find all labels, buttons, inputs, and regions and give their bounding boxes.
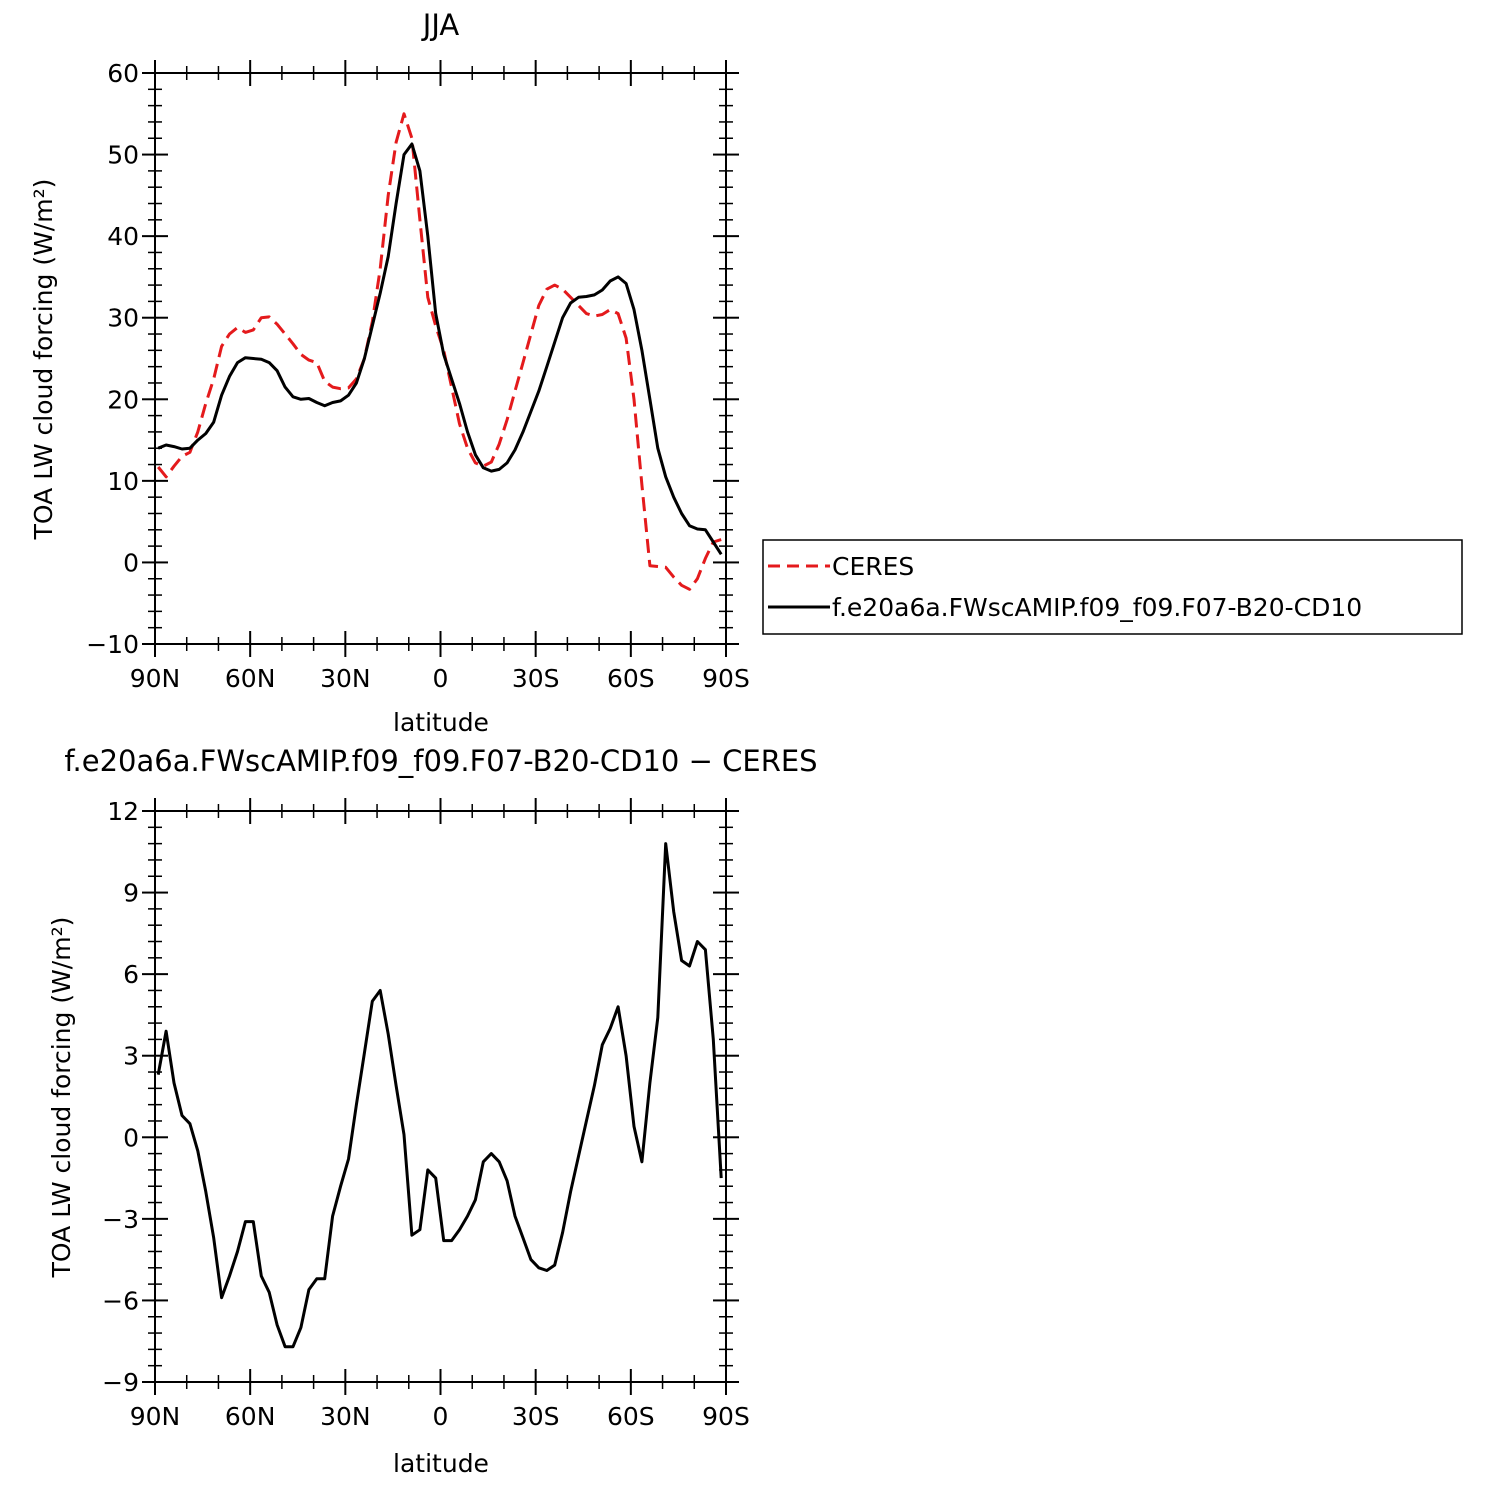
x-axis-title: latitude [393,708,489,737]
x-tick-label: 90N [130,1402,181,1431]
y-axis-title: TOA LW cloud forcing (W/m²) [47,917,76,1279]
y-tick-label: 0 [123,548,139,577]
x-tick-label: 60N [225,664,276,693]
y-tick-label: 30 [107,304,139,333]
plot-frame [154,810,727,1383]
legend-label-ceres: CERES [832,552,914,581]
top-chart: JJA TOA LW cloud forcing (W/m²) latitude… [29,8,750,737]
legend-box [762,539,1463,635]
y-tick-label: 6 [123,960,139,989]
y-tick-label: −9 [102,1368,139,1397]
x-tick-label: 90S [702,1402,750,1431]
legend: CERES f.e20a6a.FWscAMIP.f09_f09.F07-B20-… [762,539,1463,635]
bottom-chart: f.e20a6a.FWscAMIP.f09_f09.F07-B20-CD10 −… [47,744,818,1478]
x-tick-label: 0 [433,664,449,693]
x-tick-label: 30S [512,664,560,693]
data-lines [156,842,723,1349]
y-tick-label: 40 [107,222,139,251]
plot-frame [154,72,727,645]
x-tick-label: 90S [702,664,750,693]
y-tick-label: 12 [107,797,139,826]
y-tick-label: 0 [123,1123,139,1152]
x-tick-label: 60S [607,1402,655,1431]
x-tick-label: 90N [130,664,181,693]
series-line-1 [157,142,723,556]
y-tick-label: 3 [123,1042,139,1071]
x-tick-label: 60S [607,664,655,693]
x-tick-label: 30N [320,1402,371,1431]
x-tick-label: 30S [512,1402,560,1431]
y-tick-label: 10 [107,467,139,496]
axes-ticks: −9 −6 −3 0 3 6 9 12 90N 60N 30N 0 30S 60S 90S [102,797,750,1431]
y-tick-label: 9 [123,879,139,908]
chart-title: f.e20a6a.FWscAMIP.f09_f09.F07-B20-CD10 −… [64,744,817,778]
x-tick-label: 60N [225,1402,276,1431]
y-tick-label: −10 [86,630,139,659]
chart-title: JJA [421,8,460,42]
x-tick-label: 30N [320,664,371,693]
y-tick-label: 20 [107,385,139,414]
x-tick-label: 0 [433,1402,449,1431]
y-tick-label: −6 [102,1286,139,1315]
series-line-0 [157,112,722,591]
series-line-0 [156,842,723,1349]
x-axis-title: latitude [393,1449,489,1478]
y-tick-label: −3 [102,1205,139,1234]
data-lines [157,112,723,591]
legend-label-model: f.e20a6a.FWscAMIP.f09_f09.F07-B20-CD10 [832,593,1362,622]
y-tick-label: 60 [107,59,139,88]
axes-ticks: −10 0 10 20 30 40 50 60 90N 60N 30N 0 30S 60S 90S [86,59,750,693]
y-tick-label: 50 [107,141,139,170]
y-axis-title: TOA LW cloud forcing (W/m²) [29,179,58,541]
